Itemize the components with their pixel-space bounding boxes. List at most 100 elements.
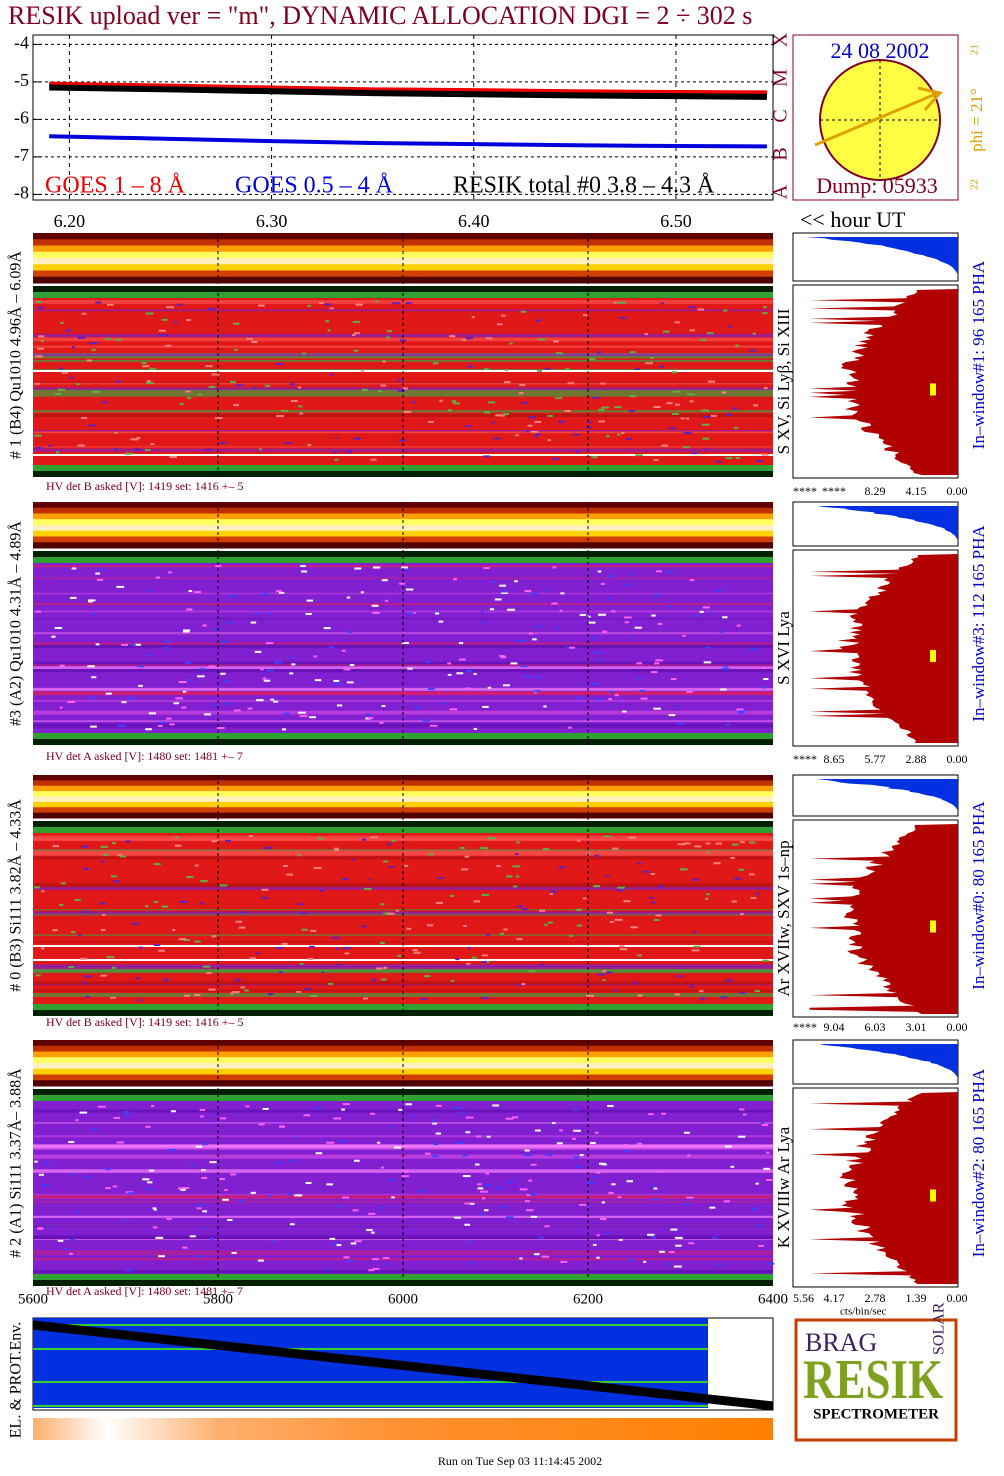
speckle	[382, 1257, 390, 1260]
speckle	[134, 448, 142, 451]
speckle	[215, 565, 222, 568]
speckle	[238, 1200, 244, 1203]
speckle	[658, 885, 664, 888]
speckle	[349, 663, 355, 666]
speckle	[382, 360, 386, 363]
speckle	[622, 583, 630, 586]
speckle	[59, 664, 65, 667]
speckle	[763, 387, 768, 390]
speckle	[116, 1141, 125, 1144]
speckle	[345, 450, 352, 453]
speckle	[336, 704, 343, 707]
speckle	[153, 944, 161, 947]
speckle	[220, 1117, 227, 1120]
band	[33, 1109, 773, 1113]
speckle	[398, 389, 405, 392]
speckle	[700, 997, 706, 1000]
speckle	[289, 656, 295, 659]
speckle	[449, 708, 458, 711]
band	[33, 1235, 773, 1239]
speckle	[635, 454, 643, 457]
speckle	[626, 1180, 633, 1183]
speckle	[291, 663, 296, 666]
speckle	[83, 1175, 89, 1178]
speckle	[619, 316, 627, 319]
speckle	[360, 369, 365, 372]
speckle	[452, 402, 457, 405]
speckle	[541, 1255, 550, 1258]
speckle	[95, 301, 102, 304]
plot-frame	[32, 34, 774, 201]
speckle	[617, 433, 621, 436]
speckle	[34, 1160, 38, 1163]
speckle	[77, 444, 85, 447]
speckle	[353, 1159, 360, 1162]
speckle	[266, 669, 275, 672]
speckle	[136, 999, 142, 1002]
speckle	[662, 330, 670, 333]
speckle	[391, 839, 396, 842]
speckle	[231, 1251, 237, 1254]
band	[33, 969, 773, 974]
speckle	[413, 706, 421, 709]
speckle	[391, 1196, 395, 1199]
speckle	[273, 700, 279, 703]
speckle	[573, 1129, 581, 1132]
speckle	[725, 979, 733, 982]
logo-bottom: SPECTROMETER	[813, 1406, 939, 1422]
speckle	[410, 1114, 415, 1117]
band	[33, 551, 773, 557]
speckle	[653, 1187, 658, 1190]
speckle	[705, 842, 711, 845]
speckle	[475, 1163, 480, 1166]
speckle	[261, 888, 269, 891]
speckle	[691, 949, 700, 952]
speckle	[483, 411, 491, 414]
speckle	[501, 314, 506, 317]
speckle	[654, 662, 660, 665]
hist-tick: 5.56	[793, 1291, 814, 1305]
band	[33, 964, 773, 967]
speckle	[482, 705, 489, 708]
speckle	[198, 902, 205, 905]
speckle	[673, 390, 681, 393]
speckle	[138, 946, 143, 949]
speckle	[528, 970, 536, 973]
speckle	[90, 725, 97, 728]
speckle	[675, 1244, 682, 1247]
speckle	[588, 621, 596, 624]
speckle	[368, 717, 374, 720]
speckle	[425, 660, 431, 663]
speckle	[229, 595, 237, 598]
speckle	[233, 404, 239, 407]
speckle	[341, 649, 346, 652]
speckle	[501, 590, 508, 593]
speckle	[465, 1116, 474, 1119]
speckle	[559, 1129, 563, 1132]
speckle	[491, 580, 497, 583]
speckle	[48, 444, 53, 447]
speckle	[600, 582, 605, 585]
speckle	[628, 836, 637, 839]
speckle	[219, 1177, 225, 1180]
flare-class: B	[770, 147, 792, 160]
speckle	[91, 348, 97, 351]
speckle	[153, 863, 161, 866]
speckle	[668, 427, 676, 430]
speckle	[332, 936, 340, 939]
speckle	[558, 866, 566, 869]
speckle	[166, 717, 172, 720]
speckle	[596, 1234, 600, 1237]
speckle	[117, 724, 126, 727]
speckle	[301, 928, 308, 931]
speckle	[333, 682, 342, 685]
env-label: EL. & PROT.Env.	[8, 1322, 25, 1438]
speckle	[185, 390, 191, 393]
speckle	[521, 401, 528, 404]
speckle	[420, 997, 427, 1000]
speckle	[659, 1250, 665, 1253]
speckle	[688, 305, 696, 308]
speckle	[240, 986, 245, 989]
speckle	[591, 456, 598, 459]
speckle	[543, 705, 547, 708]
